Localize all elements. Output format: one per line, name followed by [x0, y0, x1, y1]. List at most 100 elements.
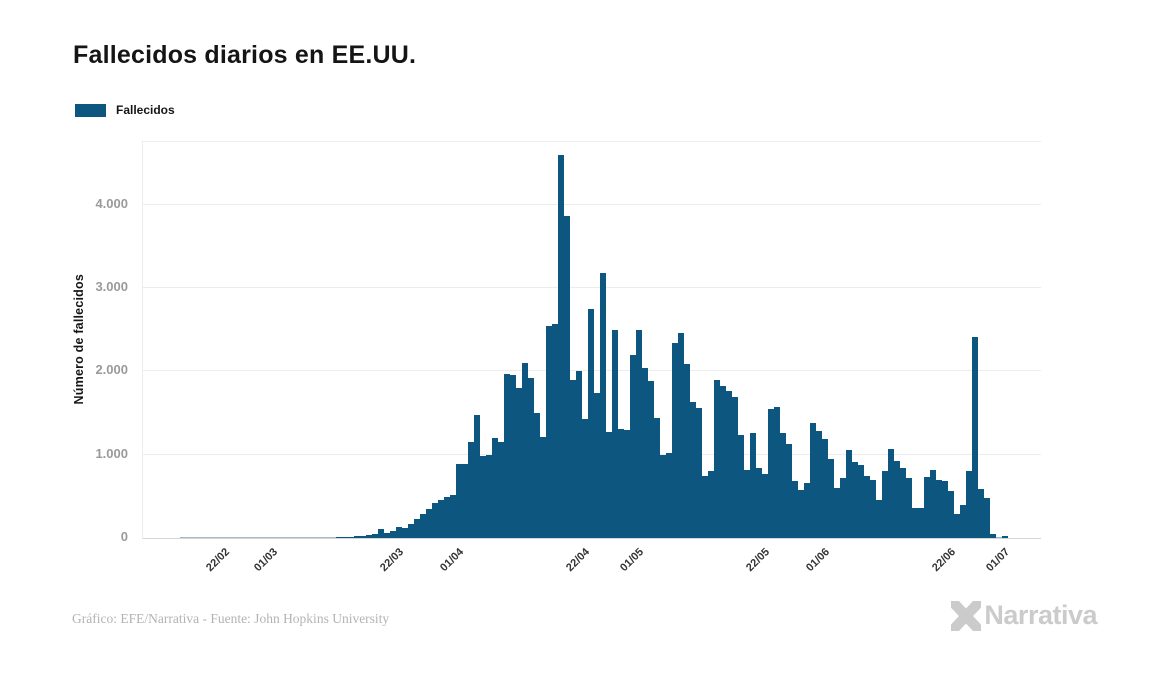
bar: [600, 273, 606, 538]
bar: [276, 537, 282, 538]
bar: [726, 391, 732, 538]
bar: [636, 330, 642, 538]
bar: [840, 477, 846, 538]
bar: [342, 536, 348, 538]
bar: [996, 537, 1002, 538]
bar: [978, 488, 984, 538]
bar: [576, 371, 582, 538]
bar: [702, 475, 708, 538]
bar: [720, 386, 726, 538]
bar: [858, 465, 864, 538]
bar: [822, 438, 828, 538]
bar: [690, 402, 696, 538]
bar: [972, 337, 978, 538]
legend-item-fallecidos[interactable]: Fallecidos: [75, 103, 175, 117]
bar: [876, 500, 882, 538]
bar: [960, 504, 966, 538]
bar: [498, 441, 504, 538]
bar: [792, 481, 798, 538]
bar: [546, 325, 552, 538]
narrativa-logo: Narrativa: [951, 600, 1097, 631]
bar: [990, 534, 996, 538]
narrativa-n-icon: [951, 600, 982, 631]
bar: [696, 407, 702, 538]
plot-area: [142, 141, 1041, 539]
bar: [750, 432, 756, 538]
y-axis-tick-label: 3.000: [95, 278, 128, 294]
bar: [480, 455, 486, 538]
bar: [312, 537, 318, 538]
bar: [582, 419, 588, 538]
bar: [780, 432, 786, 538]
bar: [294, 537, 300, 538]
bar: [810, 422, 816, 538]
bar: [540, 437, 546, 538]
bar: [732, 397, 738, 538]
bar: [288, 537, 294, 538]
y-axis-tick-label: 1.000: [95, 445, 128, 461]
bar: [516, 387, 522, 538]
bar: [510, 375, 516, 538]
bar: [378, 529, 384, 538]
bar: [660, 454, 666, 538]
bar: [1002, 535, 1008, 538]
bar: [216, 537, 222, 538]
bar: [414, 519, 420, 538]
bar: [894, 460, 900, 538]
bar: [270, 537, 276, 538]
bar: [666, 453, 672, 538]
bar: [210, 537, 216, 538]
bar: [672, 342, 678, 538]
bar: [954, 513, 960, 538]
bar: [786, 443, 792, 538]
bar: [648, 380, 654, 538]
bar: [396, 527, 402, 538]
narrativa-logo-text: Narrativa: [984, 600, 1097, 630]
bar: [882, 471, 888, 538]
bar: [684, 363, 690, 538]
bar: [918, 507, 924, 538]
bar: [354, 536, 360, 538]
legend-swatch-icon: [75, 103, 106, 117]
bar: [756, 467, 762, 538]
bar: [336, 537, 342, 538]
bar: [828, 459, 834, 538]
bar: [966, 470, 972, 538]
bar: [198, 537, 204, 538]
bar: [300, 537, 306, 538]
bar: [384, 532, 390, 538]
bar: [900, 467, 906, 538]
bar: [912, 508, 918, 538]
bar: [360, 535, 366, 538]
bar: [654, 418, 660, 538]
bar: [444, 496, 450, 538]
bar: [558, 154, 564, 538]
bar: [408, 524, 414, 538]
page-title: Fallecidos diarios en EE.UU.: [73, 41, 417, 69]
bar: [528, 378, 534, 538]
bar: [888, 449, 894, 538]
bar: [984, 497, 990, 538]
bar: [186, 537, 192, 538]
bar: [420, 514, 426, 538]
bar: [618, 428, 624, 538]
bar: [486, 454, 492, 538]
bar: [264, 537, 270, 538]
bar: [246, 537, 252, 538]
bar: [492, 437, 498, 538]
bar: [534, 412, 540, 538]
bar: [924, 477, 930, 538]
bar: [738, 435, 744, 538]
bar: [834, 488, 840, 538]
bar: [594, 392, 600, 538]
bar: [564, 216, 570, 538]
bar: [936, 480, 942, 538]
bar: [306, 537, 312, 538]
bar: [714, 379, 720, 538]
bar: [192, 537, 198, 538]
bar: [402, 527, 408, 538]
bar: [180, 537, 186, 538]
bar: [318, 537, 324, 538]
bar: [624, 429, 630, 538]
